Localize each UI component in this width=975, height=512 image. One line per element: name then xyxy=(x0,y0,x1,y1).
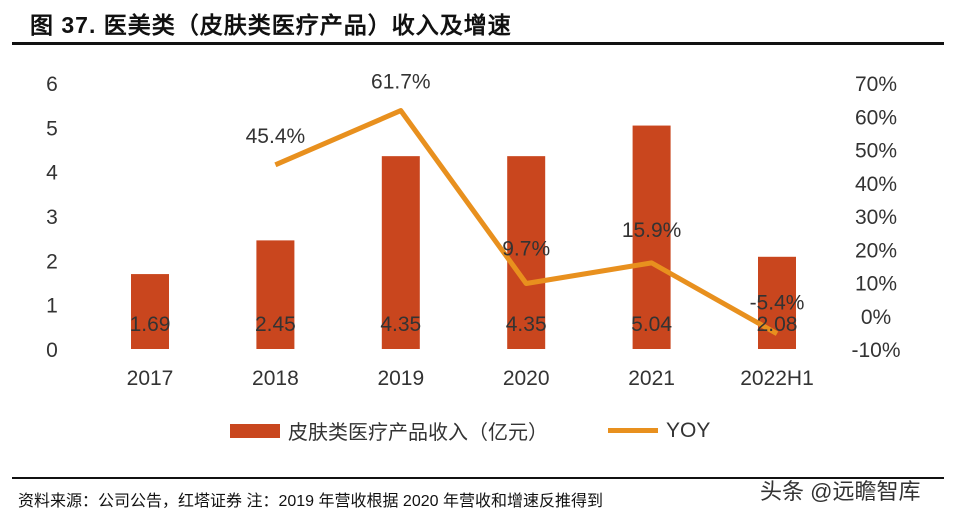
bar-data-label: 4.35 xyxy=(506,313,547,336)
figure-title: 图 37. 医美类（皮肤类医疗产品）收入及增速 xyxy=(30,12,512,38)
x-tick-label: 2018 xyxy=(252,367,299,390)
line-data-label: 61.7% xyxy=(371,71,431,94)
legend-bar-label: 皮肤类医疗产品收入（亿元） xyxy=(288,422,548,444)
right-tick-label: 0% xyxy=(861,306,891,329)
bar xyxy=(381,156,420,349)
line-data-label: 45.4% xyxy=(246,125,306,148)
line-data-label: 9.7% xyxy=(502,237,550,260)
left-tick-label: 6 xyxy=(46,73,58,96)
combo-chart: 0 1 2 3 4 5 6 -10% 0% 10% 20% 30% 40% 50% 60% 70% 2017 20… xyxy=(46,71,900,390)
right-tick-label: 20% xyxy=(855,239,897,262)
right-tick-label: -10% xyxy=(851,339,900,362)
left-tick-label: 5 xyxy=(46,117,58,140)
yoy-line xyxy=(274,108,779,336)
right-tick-label: 60% xyxy=(855,106,897,129)
bar-data-label: 5.04 xyxy=(631,313,672,336)
line-data-label: 15.9% xyxy=(622,219,682,242)
left-tick-label: 2 xyxy=(46,250,58,273)
right-tick-label: 50% xyxy=(855,140,897,163)
legend-line-swatch xyxy=(608,428,658,433)
bar-data-label: 2.08 xyxy=(757,313,798,336)
bar xyxy=(131,274,169,349)
legend-bar-swatch xyxy=(230,423,280,438)
right-tick-label: 40% xyxy=(855,173,897,196)
x-tick-label: 2017 xyxy=(127,367,174,390)
x-tick-label: 2021 xyxy=(628,367,675,390)
bar-data-label: 2.45 xyxy=(255,313,296,336)
bottom-rule xyxy=(12,477,944,479)
bar-data-label: 1.69 xyxy=(130,313,171,336)
right-tick-label: 30% xyxy=(855,206,897,229)
bar xyxy=(507,156,546,349)
top-rule xyxy=(12,42,944,45)
bar-data-label: 4.35 xyxy=(380,313,421,336)
bar xyxy=(632,125,671,349)
left-tick-label: 0 xyxy=(46,339,58,362)
right-tick-label: 10% xyxy=(855,273,897,296)
line-data-label: -5.4% xyxy=(750,292,805,315)
x-tick-label: 2019 xyxy=(377,367,424,390)
legend-line-label: YOY xyxy=(666,418,711,442)
right-tick-label: 70% xyxy=(855,73,897,96)
left-tick-label: 1 xyxy=(46,295,58,318)
left-tick-label: 4 xyxy=(46,162,58,185)
left-tick-label: 3 xyxy=(46,206,58,229)
x-tick-label: 2020 xyxy=(503,367,550,390)
bar xyxy=(256,240,295,349)
watermark: 头条 @远瞻智库 xyxy=(760,479,921,504)
source-note: 资料来源：公司公告，红塔证券 注：2019 年营收根据 2020 年营收和增速反… xyxy=(18,493,603,510)
x-tick-label: 2022H1 xyxy=(740,367,814,390)
legend: 皮肤类医疗产品收入（亿元） YOY xyxy=(230,416,710,445)
